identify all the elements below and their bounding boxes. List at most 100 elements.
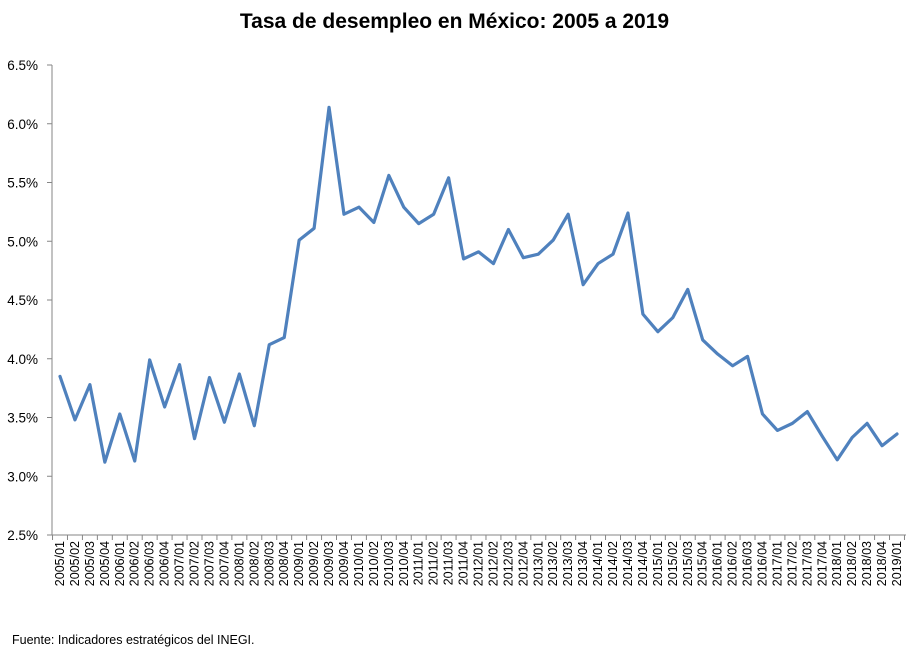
data-point	[850, 436, 854, 439]
data-point	[701, 338, 704, 342]
x-tick-label: 2017/04	[815, 541, 829, 586]
y-tick-label: 6.5%	[7, 58, 38, 73]
source-note: Fuente: Indicadores estratégicos del INE…	[12, 633, 255, 647]
data-point	[253, 424, 256, 427]
data-point	[88, 383, 92, 386]
data-point	[746, 355, 749, 358]
data-point	[791, 422, 794, 425]
x-tick-label: 2007/03	[202, 541, 216, 586]
data-point	[821, 435, 824, 438]
data-point	[282, 336, 286, 339]
data-point	[208, 376, 211, 379]
data-point	[133, 459, 136, 463]
x-tick-label: 2018/01	[830, 541, 844, 586]
data-point	[836, 458, 839, 461]
data-point	[761, 412, 764, 416]
data-point	[626, 211, 630, 215]
data-point	[806, 410, 809, 413]
x-tick-label: 2006/01	[113, 541, 127, 586]
x-tick-label: 2008/02	[247, 541, 261, 586]
data-point	[148, 358, 151, 362]
data-point	[895, 432, 899, 436]
x-tick-label: 2011/01	[412, 541, 426, 585]
data-point	[118, 412, 121, 416]
data-point	[581, 283, 585, 286]
data-point	[447, 176, 450, 179]
data-point	[671, 316, 675, 319]
x-tick-label: 2015/04	[696, 541, 710, 586]
data-point	[58, 375, 62, 378]
x-tick-label: 2005/02	[68, 541, 82, 586]
data-point	[776, 429, 779, 432]
x-tick-label: 2008/01	[232, 541, 246, 586]
x-tick-label: 2015/03	[681, 541, 695, 586]
data-point	[552, 238, 555, 242]
x-tick-label: 2006/03	[143, 541, 157, 586]
x-tick-label: 2014/03	[621, 541, 635, 586]
x-tick-label: 2019/01	[890, 541, 904, 586]
x-tick-label: 2016/03	[741, 541, 755, 586]
x-tick-label: 2005/04	[98, 541, 112, 586]
x-tick-label: 2013/01	[531, 541, 545, 586]
data-point	[327, 106, 331, 109]
data-point	[477, 250, 480, 254]
data-point	[731, 364, 734, 367]
data-point	[507, 228, 510, 231]
x-tick-label: 2013/04	[576, 541, 590, 586]
x-tick-label: 2005/03	[83, 541, 97, 586]
x-tick-label: 2010/01	[352, 541, 366, 586]
data-point	[372, 221, 376, 224]
data-point	[865, 422, 869, 425]
x-tick-label: 2008/04	[277, 541, 291, 586]
y-tick-label: 5.0%	[7, 234, 38, 249]
data-point	[357, 205, 361, 209]
data-point	[297, 238, 301, 242]
x-tick-label: 2007/01	[173, 541, 187, 586]
data-point	[238, 372, 241, 376]
data-point	[268, 343, 271, 346]
data-point	[462, 257, 465, 261]
data-point	[193, 437, 196, 440]
x-tick-label: 2010/03	[382, 541, 396, 586]
x-tick-label: 2006/04	[158, 541, 172, 586]
x-tick-label: 2016/02	[726, 541, 740, 586]
x-tick-label: 2010/02	[367, 541, 381, 586]
x-tick-label: 2016/04	[755, 541, 769, 586]
data-point	[596, 262, 600, 265]
y-tick-label: 2.5%	[7, 528, 38, 543]
data-point	[417, 222, 420, 225]
data-point	[178, 363, 181, 366]
x-tick-label: 2007/02	[188, 541, 202, 586]
data-point	[880, 444, 884, 447]
data-point	[537, 252, 540, 256]
x-tick-label: 2009/02	[307, 541, 321, 586]
data-point	[566, 213, 570, 216]
x-tick-label: 2011/02	[427, 541, 441, 585]
x-tick-label: 2014/04	[636, 541, 650, 586]
x-tick-label: 2012/03	[501, 541, 515, 586]
x-tick-label: 2011/04	[457, 541, 471, 585]
data-point	[387, 174, 391, 177]
x-tick-label: 2014/01	[591, 541, 605, 586]
x-tick-label: 2016/01	[711, 541, 725, 586]
data-point	[402, 205, 405, 209]
data-point	[223, 421, 226, 424]
y-tick-label: 3.5%	[7, 411, 38, 426]
data-point	[312, 227, 316, 230]
x-tick-label: 2005/01	[53, 541, 67, 586]
x-tick-label: 2017/03	[800, 541, 814, 586]
x-tick-label: 2008/03	[262, 541, 276, 586]
data-point	[163, 405, 166, 409]
data-point	[611, 252, 615, 256]
x-tick-label: 2009/03	[322, 541, 336, 586]
x-tick-label: 2015/01	[651, 541, 665, 586]
data-point	[103, 460, 107, 464]
data-point	[686, 288, 689, 291]
x-tick-label: 2011/03	[442, 541, 456, 585]
x-tick-label: 2012/04	[516, 541, 530, 586]
y-tick-label: 4.0%	[7, 352, 38, 367]
chart-title: Tasa de desempleo en México: 2005 a 2019	[239, 10, 670, 33]
x-tick-label: 2018/03	[860, 541, 874, 586]
data-point	[716, 352, 719, 356]
